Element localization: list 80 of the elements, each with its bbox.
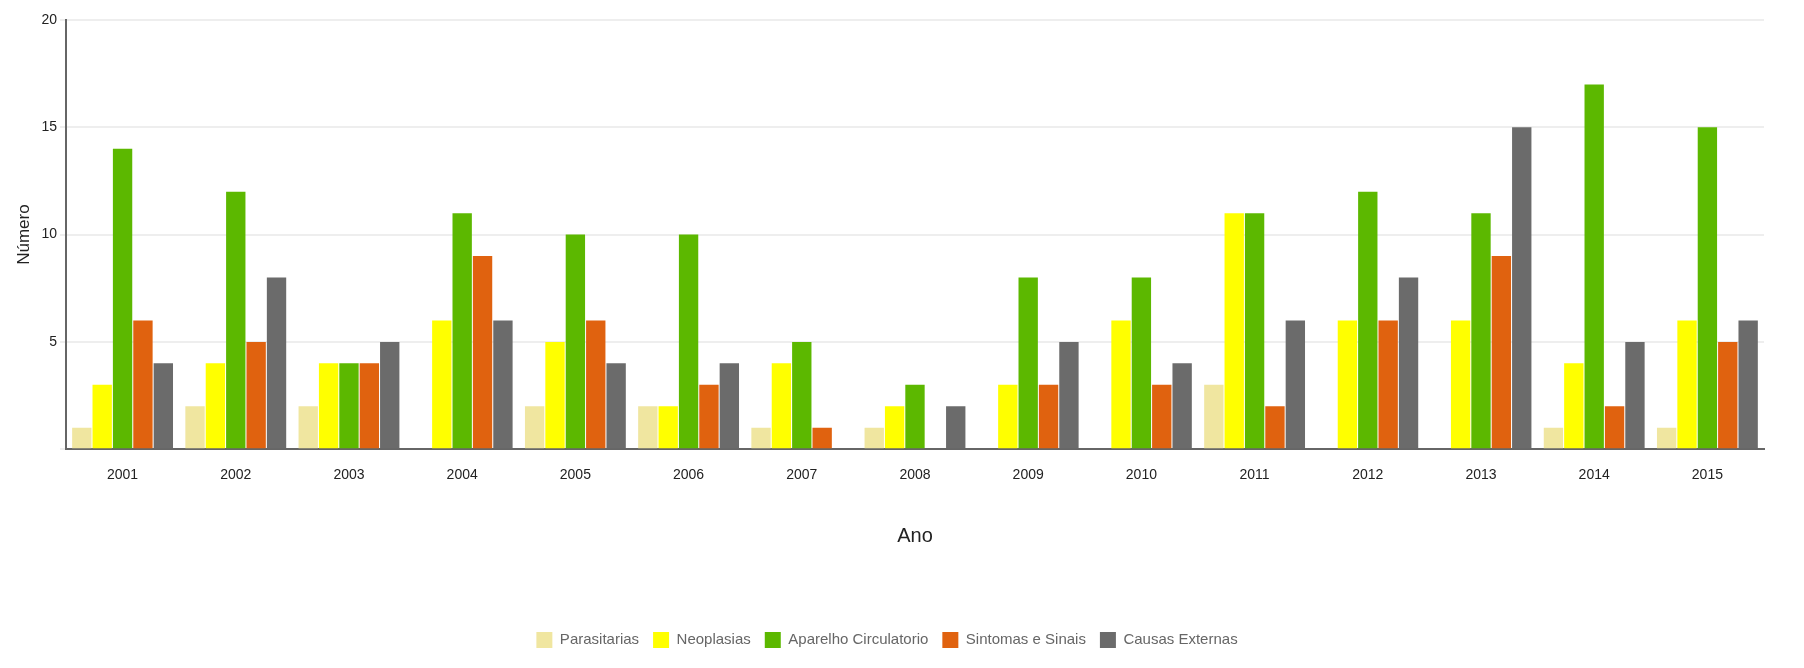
x-tick-label: 2004 (446, 466, 478, 483)
bar (1111, 320, 1131, 449)
bar (1491, 256, 1512, 449)
bar (1358, 191, 1378, 449)
legend-label: Parasitarias (559, 630, 640, 648)
x-axis-title: Ano (897, 523, 933, 546)
y-tick-label: 15 (41, 118, 58, 135)
y-tick-label: 5 (49, 332, 58, 349)
x-tick-label: 2003 (333, 466, 365, 483)
bar (205, 363, 226, 449)
x-tick-label: 2010 (1125, 466, 1158, 483)
bar (658, 406, 678, 449)
x-tick-label: 2011 (1239, 466, 1270, 483)
bar (318, 363, 339, 449)
bar (432, 320, 452, 449)
bar (1378, 320, 1398, 449)
bar (298, 406, 318, 449)
bar (1564, 363, 1584, 449)
x-tick-label: 2006 (673, 466, 705, 483)
bar (1584, 84, 1604, 449)
x-tick-label: 2008 (899, 466, 931, 483)
bar (1656, 427, 1677, 449)
bar (545, 341, 565, 449)
bar (452, 213, 472, 449)
y-axis-title: Número (13, 204, 33, 265)
bar (1677, 320, 1697, 449)
bar (586, 320, 606, 449)
x-tick-label: 2009 (1012, 466, 1044, 483)
y-tick-label: 20 (41, 10, 58, 27)
x-tick-label: 2013 (1465, 466, 1497, 483)
x-tick-label: 2002 (220, 466, 252, 483)
bar (1697, 127, 1718, 449)
bar (864, 427, 884, 449)
bar (1543, 427, 1564, 449)
bar (565, 234, 586, 449)
x-tick-label: 2012 (1352, 466, 1384, 483)
bar (905, 384, 925, 449)
bar (1718, 341, 1738, 449)
x-tick-label: 2014 (1578, 466, 1610, 483)
bar (812, 427, 832, 449)
bar (1038, 384, 1059, 449)
bar (638, 406, 658, 449)
bar (1204, 384, 1224, 449)
legend-label: Sintomas e Sinais (965, 630, 1086, 648)
bar (1450, 320, 1471, 449)
bar (884, 406, 905, 449)
bar (359, 363, 380, 449)
bar (92, 384, 112, 449)
bar (998, 384, 1018, 449)
x-tick-label: 2005 (559, 466, 592, 483)
bar (72, 427, 92, 449)
bar (678, 234, 699, 449)
bar (185, 406, 205, 449)
bar (792, 341, 812, 449)
y-tick-label: 10 (41, 225, 58, 242)
x-tick-label: 2007 (786, 466, 818, 483)
bar (246, 341, 266, 449)
x-tick-label: 2015 (1691, 466, 1724, 483)
bar (226, 191, 246, 449)
bar (1337, 320, 1358, 449)
bar (472, 256, 493, 449)
bar (133, 320, 153, 449)
bar (771, 363, 792, 449)
legend-label: Neoplasias (676, 630, 751, 648)
bar (524, 406, 545, 449)
bar (1131, 277, 1152, 449)
bar (1224, 213, 1244, 449)
bar (1244, 213, 1265, 449)
bar (1604, 406, 1625, 449)
bar (1471, 213, 1491, 449)
x-tick-label: 2001 (107, 466, 139, 483)
bar (751, 427, 771, 449)
bar (339, 363, 359, 449)
bar (1018, 277, 1038, 449)
bar (1152, 384, 1172, 449)
bar (112, 148, 133, 449)
legend-label: Aparelho Circulatorio (788, 630, 929, 648)
bar (1265, 406, 1285, 449)
legend-label: Causas Externas (1123, 630, 1238, 648)
bar (699, 384, 719, 449)
